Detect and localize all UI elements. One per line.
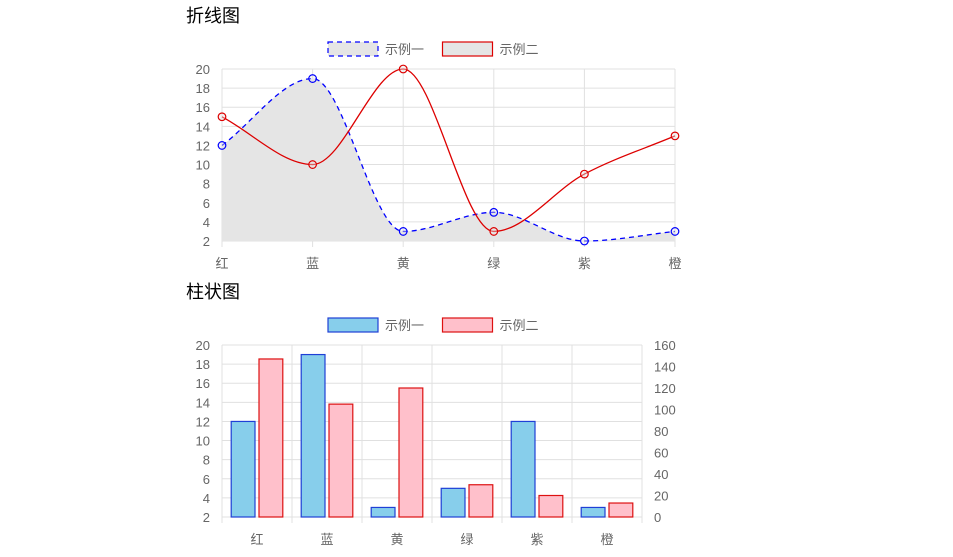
x-tick-label: 橙: [600, 532, 613, 547]
data-point: [489, 227, 499, 236]
legend-swatch: [441, 41, 494, 57]
y-tick-label: 16: [196, 100, 210, 115]
legend-label: 示例一: [385, 43, 424, 58]
bar: [258, 358, 284, 518]
legend-label: 示例二: [500, 319, 539, 334]
data-point: [489, 207, 499, 217]
bar: [510, 420, 536, 518]
y-tick-label: 10: [196, 434, 210, 449]
data-point: [398, 227, 408, 236]
y2-tick-label: 40: [654, 467, 668, 482]
bar: [230, 420, 256, 518]
line-chart-title: 折线图: [186, 6, 240, 27]
y-tick-label: 20: [196, 338, 210, 353]
x-tick-label: 绿: [460, 532, 473, 547]
bar: [580, 506, 606, 518]
y-tick-label: 10: [196, 158, 210, 173]
x-tick-label: 橙: [668, 256, 681, 271]
y-tick-label: 18: [196, 81, 210, 96]
data-point: [398, 64, 408, 74]
x-tick-label: 蓝: [320, 532, 333, 547]
y2-tick-label: 160: [654, 338, 676, 353]
x-tick-label: 红: [250, 532, 263, 547]
y-tick-label: 14: [196, 119, 210, 134]
legend-swatch: [327, 41, 379, 57]
line-chart: 2 4 6 8 10 12 14 16 18 20 红 蓝 黄 绿 紫 橙 示例一 示例二: [196, 41, 682, 271]
y-tick-label: 12: [196, 138, 210, 153]
y2-tick-label: 140: [654, 360, 676, 375]
bar: [398, 387, 424, 518]
bar: [300, 353, 326, 518]
bar: [440, 487, 466, 518]
y-tick-label: 4: [203, 491, 210, 506]
data-point: [308, 160, 318, 169]
y-tick-label: 2: [203, 234, 210, 249]
x-tick-label: 绿: [487, 256, 500, 271]
y-tick-label: 2: [203, 510, 210, 525]
data-point: [217, 141, 227, 150]
data-point: [580, 236, 589, 246]
y2-tick-label: 20: [654, 489, 668, 504]
series-line: [221, 77, 676, 242]
y-tick-label: 8: [203, 177, 210, 192]
y-tick-label: 4: [203, 215, 210, 230]
x-tick-label: 黄: [390, 532, 403, 547]
y-tick-label: 8: [203, 453, 210, 468]
bar-chart-title: 柱状图: [186, 282, 240, 303]
legend-label: 示例一: [385, 319, 424, 334]
y2-tick-label: 0: [654, 510, 661, 525]
x-tick-label: 蓝: [306, 256, 319, 271]
data-point: [580, 169, 589, 179]
bar: [538, 494, 564, 518]
y-tick-label: 18: [196, 357, 210, 372]
bar: [370, 506, 396, 518]
y2-tick-label: 120: [654, 381, 676, 396]
legend-label: 示例二: [500, 43, 539, 58]
y2-tick-label: 60: [654, 446, 668, 461]
x-tick-label: 黄: [397, 256, 410, 271]
y-tick-label: 12: [196, 414, 210, 429]
y-tick-label: 16: [196, 376, 210, 391]
legend-swatch: [441, 317, 494, 333]
data-point: [308, 74, 318, 83]
bar: [468, 484, 494, 518]
series-area: [222, 78, 675, 241]
series-line: [221, 68, 676, 233]
y-tick-label: 6: [203, 196, 210, 211]
x-tick-label: 紫: [530, 532, 543, 547]
y2-tick-label: 80: [654, 424, 668, 439]
data-point: [670, 227, 680, 236]
y-tick-label: 20: [196, 62, 210, 77]
bar: [608, 502, 634, 518]
y-tick-label: 14: [196, 395, 210, 410]
y2-tick-label: 100: [654, 403, 676, 418]
x-tick-label: 紫: [578, 256, 591, 271]
y-tick-label: 6: [203, 472, 210, 487]
data-point: [670, 131, 680, 141]
bar: [328, 403, 354, 518]
legend-swatch: [327, 317, 379, 333]
data-point: [217, 112, 227, 122]
x-tick-label: 红: [215, 256, 228, 271]
